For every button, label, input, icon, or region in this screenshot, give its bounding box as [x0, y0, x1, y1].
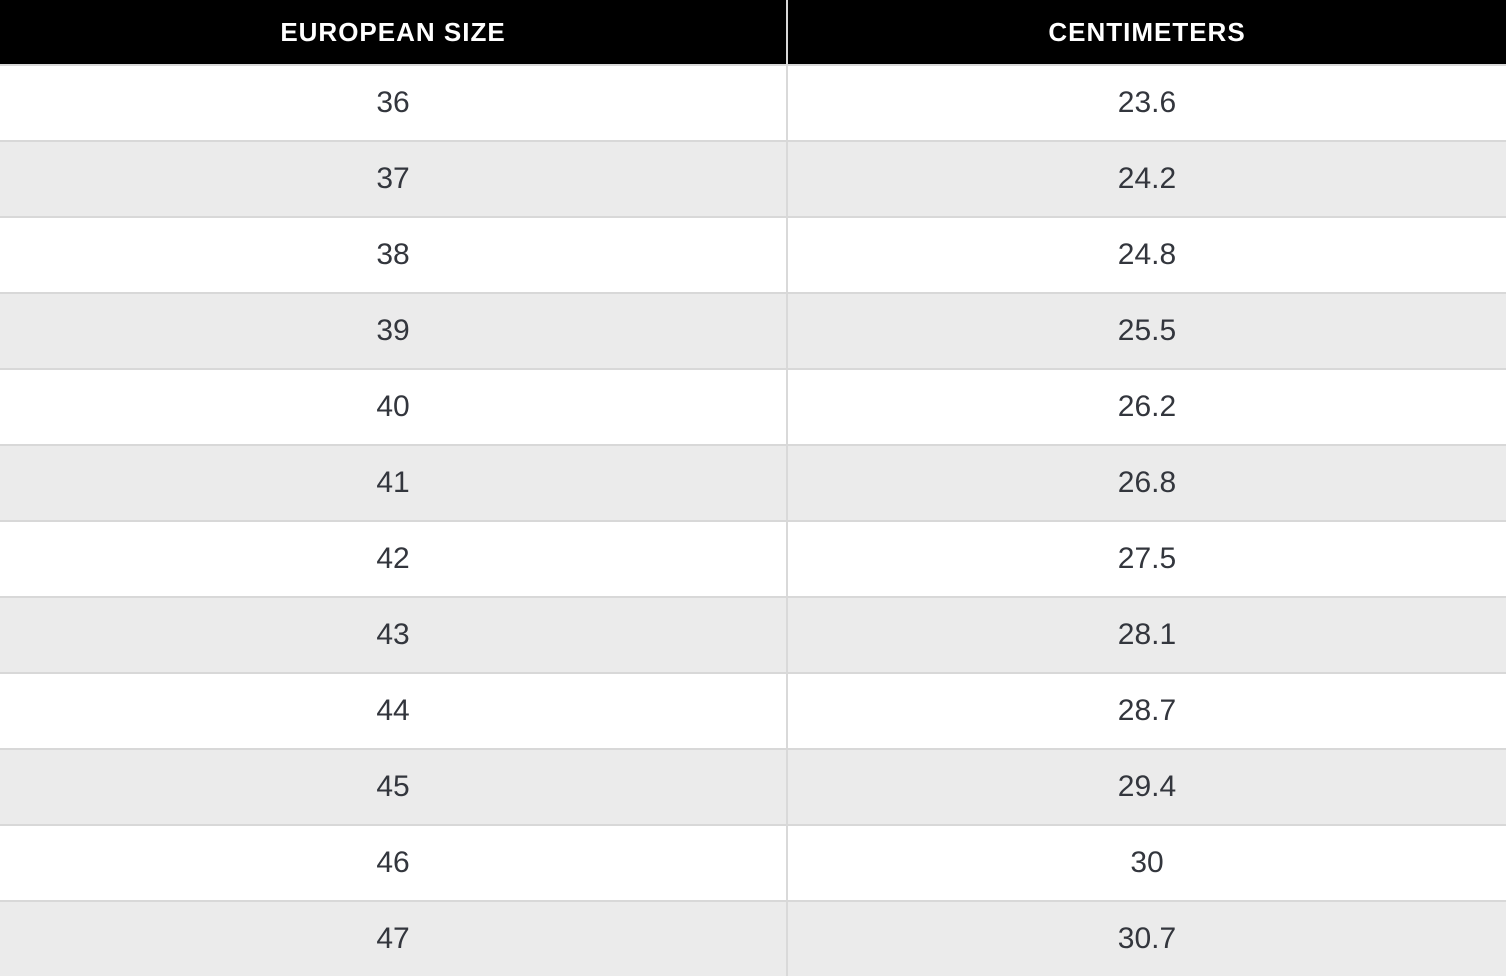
centimeters-cell: 30 — [1130, 846, 1164, 879]
centimeters-cell: 25.5 — [1117, 314, 1177, 347]
centimeters-cell: 29.4 — [1117, 770, 1177, 803]
column-header-european-size: EUROPEAN SIZE — [0, 0, 788, 64]
centimeters-cell: 24.2 — [1117, 162, 1177, 195]
european-size-cell: 45 — [0, 750, 788, 824]
centimeters-cell: 23.6 — [1117, 86, 1177, 119]
table-row: 36 23.6 — [0, 64, 1506, 140]
centimeters-cell: 28.1 — [1117, 618, 1177, 651]
table-row: 43 28.1 — [0, 596, 1506, 672]
centimeters-cell: 24.8 — [1117, 238, 1177, 271]
centimeters-cell: 26.8 — [1117, 466, 1177, 499]
centimeters-cell: 28.7 — [1117, 694, 1177, 727]
european-size-cell: 43 — [0, 598, 788, 672]
table-row: 45 29.4 — [0, 748, 1506, 824]
table-row: 37 24.2 — [0, 140, 1506, 216]
centimeters-cell: 26.2 — [1117, 390, 1177, 423]
column-header-centimeters: CENTIMETERS — [1048, 16, 1246, 47]
european-size-cell: 38 — [0, 218, 788, 292]
table-body: 36 23.6 37 24.2 38 24.8 39 25.5 40 26.2 41 26.8 42 27… — [0, 64, 1506, 976]
table-row: 39 25.5 — [0, 292, 1506, 368]
table-row: 46 30 — [0, 824, 1506, 900]
european-size-cell: 39 — [0, 294, 788, 368]
european-size-cell: 37 — [0, 142, 788, 216]
table-row: 38 24.8 — [0, 216, 1506, 292]
table-row: 47 30.7 — [0, 900, 1506, 976]
european-size-cell: 47 — [0, 902, 788, 976]
table-row: 42 27.5 — [0, 520, 1506, 596]
european-size-cell: 40 — [0, 370, 788, 444]
european-size-cell: 46 — [0, 826, 788, 900]
centimeters-cell: 30.7 — [1117, 922, 1177, 955]
table-row: 40 26.2 — [0, 368, 1506, 444]
centimeters-cell: 27.5 — [1117, 542, 1177, 575]
table-row: 44 28.7 — [0, 672, 1506, 748]
european-size-cell: 42 — [0, 522, 788, 596]
table-header-row: EUROPEAN SIZE CENTIMETERS — [0, 0, 1506, 64]
table-row: 41 26.8 — [0, 444, 1506, 520]
european-size-cell: 41 — [0, 446, 788, 520]
european-size-cell: 36 — [0, 66, 788, 140]
european-size-cell: 44 — [0, 674, 788, 748]
